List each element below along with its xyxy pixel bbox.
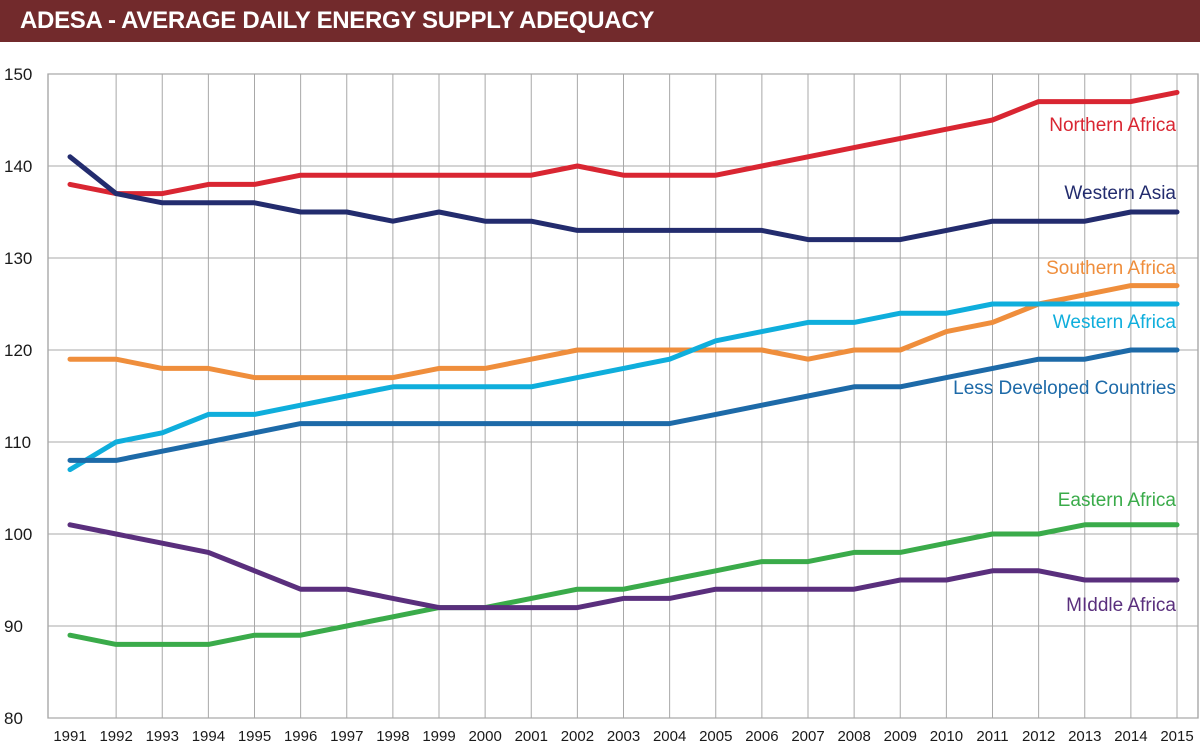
x-tick-label: 2004: [653, 728, 686, 745]
series-label: Southern Africa: [1046, 258, 1176, 279]
x-tick-label: 1994: [192, 728, 225, 745]
y-tick-label: 110: [4, 433, 31, 452]
series-label: MIddle Africa: [1066, 595, 1176, 616]
y-tick-label: 120: [4, 341, 32, 360]
x-tick-label: 2003: [607, 728, 640, 745]
x-tick-label: 1992: [99, 728, 132, 745]
series-label: Less Developed Countries: [953, 378, 1176, 399]
chart-title: ADESA - AVERAGE DAILY ENERGY SUPPLY ADEQ…: [20, 7, 655, 34]
x-tick-label: 2014: [1114, 728, 1147, 745]
x-tick-label: 2008: [837, 728, 870, 745]
series-label: Western Asia: [1064, 183, 1176, 204]
x-tick-label: 2012: [1022, 728, 1055, 745]
series-line: [67, 522, 1180, 611]
x-tick-label: 2009: [884, 728, 917, 745]
y-tick-label: 80: [4, 709, 23, 728]
series-lines: [67, 89, 1180, 647]
x-tick-label: 1991: [53, 728, 86, 745]
x-tick-label: 2010: [930, 728, 963, 745]
x-tick-label: 1995: [238, 728, 271, 745]
x-tick-label: 1997: [330, 728, 363, 745]
y-tick-label: 140: [4, 157, 32, 176]
x-tick-label: 2013: [1068, 728, 1101, 745]
x-tick-label: 2007: [791, 728, 824, 745]
x-tick-label: 2006: [745, 728, 778, 745]
y-tick-label: 100: [4, 525, 32, 544]
series-line: [67, 301, 1180, 473]
y-tick-label: 150: [4, 65, 32, 84]
series-label: Eastern Africa: [1058, 490, 1177, 511]
y-axis: 80 90 100 110 120 130 140 150: [4, 65, 32, 728]
title-banner: ADESA - AVERAGE DAILY ENERGY SUPPLY ADEQ…: [0, 0, 1200, 42]
x-tick-label: 2015: [1160, 728, 1193, 745]
series-line: [67, 154, 1180, 243]
series-label: Western Africa: [1053, 312, 1177, 333]
x-tick-label: 2002: [561, 728, 594, 745]
x-tick-label: 2000: [468, 728, 501, 745]
x-tick-label: 1998: [376, 728, 409, 745]
x-tick-label: 2001: [515, 728, 548, 745]
x-tick-label: 1999: [422, 728, 455, 745]
x-axis: 1991 1992 1993 1994 1995 1996 1997 1998 1999 2000…: [53, 728, 1193, 745]
series-line: [67, 347, 1180, 463]
series-line: [67, 522, 1180, 647]
x-tick-label: 2005: [699, 728, 732, 745]
series-labels: Northern Africa Western Asia Southern Afri…: [953, 115, 1176, 616]
series-label: Northern Africa: [1049, 115, 1176, 136]
y-tick-label: 130: [4, 249, 32, 268]
x-tick-label: 2011: [976, 728, 1008, 745]
y-tick-label: 90: [4, 617, 23, 636]
series-line: [67, 283, 1180, 381]
x-tick-label: 1996: [284, 728, 317, 745]
x-tick-label: 1993: [146, 728, 179, 745]
series-line: [67, 89, 1180, 197]
